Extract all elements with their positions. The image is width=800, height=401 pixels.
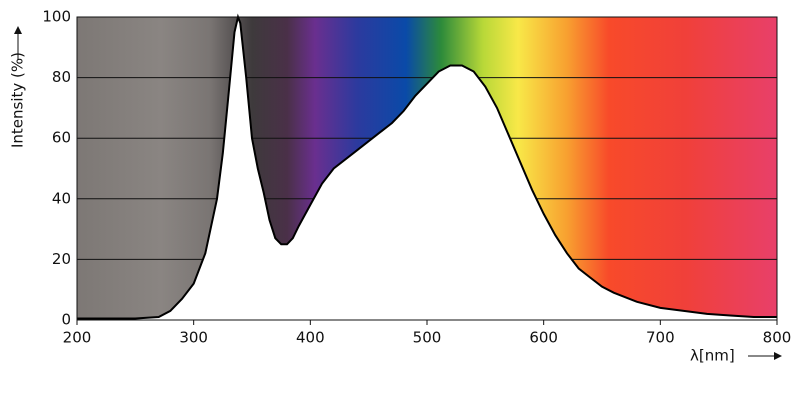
y-tick-label: 60	[52, 129, 71, 147]
x-tick-label: 700	[646, 329, 675, 347]
y-tick-label: 20	[52, 250, 71, 268]
plot-frame	[76, 16, 778, 321]
y-tick-label: 0	[61, 311, 71, 329]
x-tick-label: 500	[413, 329, 442, 347]
y-tick-label: 80	[52, 68, 71, 86]
y-tick-label: 40	[52, 189, 71, 207]
y-tick-label: 100	[42, 8, 71, 26]
x-tick-label: 400	[296, 329, 325, 347]
y-axis-arrowhead	[14, 26, 22, 34]
y-axis-label: Intensity (%)	[9, 52, 27, 148]
x-tick-label: 200	[63, 329, 92, 347]
x-axis-label: λ[nm]	[690, 347, 735, 365]
area-fill	[77, 17, 777, 320]
x-tick-label: 800	[763, 329, 792, 347]
x-tick-label: 600	[529, 329, 558, 347]
x-axis-arrowhead	[774, 352, 782, 360]
line	[77, 13, 777, 320]
x-tick-label: 300	[179, 329, 208, 347]
